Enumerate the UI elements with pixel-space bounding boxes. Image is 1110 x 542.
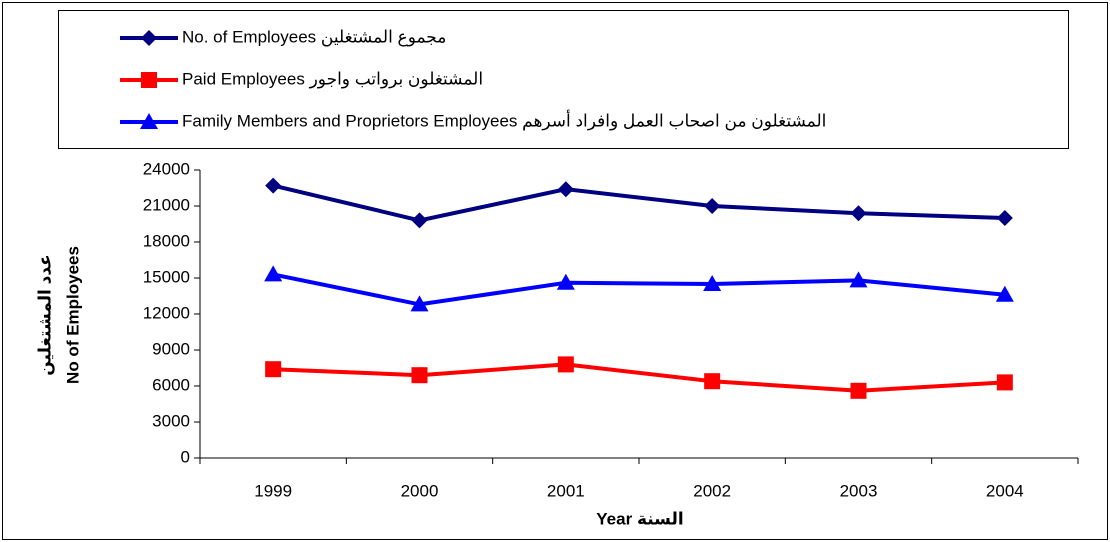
- point: [996, 374, 1013, 391]
- x-tick-label: 2000: [401, 481, 439, 500]
- point: [411, 212, 428, 229]
- legend-label: Family Members and Proprietors Employees…: [182, 109, 826, 131]
- point: [140, 113, 158, 129]
- point: [850, 382, 867, 399]
- point: [850, 205, 867, 222]
- point: [703, 275, 722, 291]
- legend-label: Paid Employees المشتغلون برواتب واجور: [182, 69, 483, 88]
- y-tick-label: 0: [181, 447, 190, 466]
- series-line: [272, 183, 1005, 223]
- point: [411, 367, 428, 384]
- point: [996, 210, 1013, 226]
- series-line: [273, 362, 1005, 393]
- point: [141, 30, 157, 46]
- point: [265, 361, 282, 378]
- y-axis-label: عدد المشتغلين: [35, 254, 55, 376]
- legend-label: No. of Employees مجموع المشتغلين: [182, 27, 446, 47]
- x-tick-label: 1999: [254, 481, 292, 500]
- y-axis-label: No of Employees: [63, 246, 82, 384]
- x-tick-label: 2001: [547, 481, 585, 500]
- point: [556, 273, 575, 290]
- y-tick-label: 12000: [143, 303, 190, 322]
- x-tick-label: 2004: [986, 481, 1024, 500]
- x-tick-label: 2003: [840, 481, 878, 500]
- y-tick-label: 24000: [143, 159, 190, 178]
- point: [849, 271, 868, 288]
- point: [704, 373, 721, 390]
- point: [557, 356, 574, 373]
- point: [141, 72, 157, 88]
- point: [557, 181, 574, 198]
- legend-box: [58, 10, 1069, 149]
- y-tick-label: 9000: [152, 339, 190, 358]
- y-tick-label: 15000: [143, 267, 190, 286]
- point: [704, 198, 721, 214]
- point: [410, 295, 429, 312]
- point: [995, 285, 1014, 302]
- y-tick-label: 6000: [152, 375, 190, 394]
- y-tick-label: 21000: [143, 195, 190, 214]
- series-line: [272, 272, 1006, 307]
- x-tick-label: 2002: [693, 481, 731, 500]
- point: [265, 177, 282, 194]
- y-tick-label: 18000: [143, 231, 190, 250]
- point: [264, 265, 283, 282]
- x-axis-label: Year السنة: [596, 509, 683, 528]
- y-tick-label: 3000: [152, 411, 190, 430]
